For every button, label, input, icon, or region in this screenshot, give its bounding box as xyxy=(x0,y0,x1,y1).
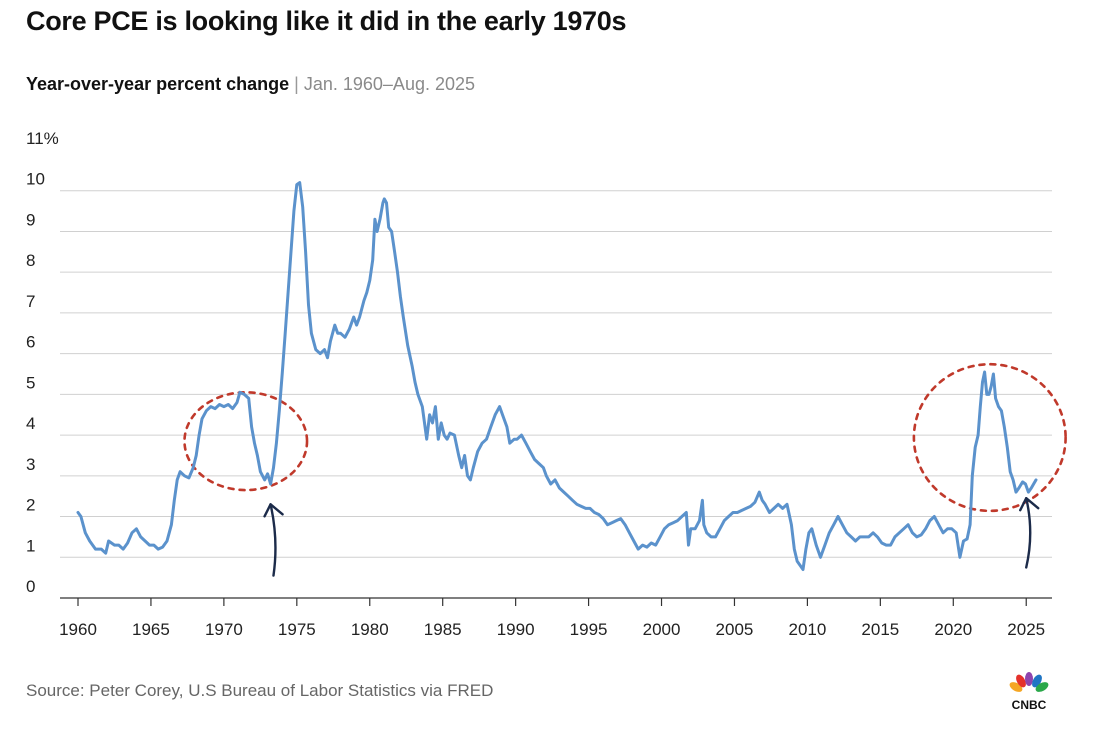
x-tick-label: 2020 xyxy=(934,620,972,639)
gridlines xyxy=(60,190,1052,599)
y-axis: 0 1 2 3 4 5 6 7 8 9 10 11% xyxy=(26,129,59,596)
x-tick-label: 2015 xyxy=(861,620,899,639)
y-tick-label: 0 xyxy=(26,577,35,596)
cnbc-logo: CNBC xyxy=(1009,672,1049,712)
x-tick-label: 1990 xyxy=(497,620,535,639)
y-tick-label: 8 xyxy=(26,251,35,270)
arrow-shaft xyxy=(269,503,277,577)
y-tick-label: 1 xyxy=(26,536,35,555)
subtitle-date-range: Jan. 1960–Aug. 2025 xyxy=(303,74,476,94)
arrow-shaft xyxy=(1025,497,1032,569)
arrow-head xyxy=(1019,497,1040,512)
subtitle-measure: Year-over-year percent change xyxy=(26,74,290,94)
y-tick-label: 3 xyxy=(26,455,35,474)
x-tick-label: 1980 xyxy=(351,620,389,639)
annotation-arrow xyxy=(263,503,284,577)
x-tick-label: 2010 xyxy=(788,620,826,639)
chart-subtitle: Year-over-year percent change | Jan. 196… xyxy=(26,74,475,95)
series-line-core-pce xyxy=(76,181,1038,571)
annotations xyxy=(183,362,1067,577)
y-tick-label: 9 xyxy=(26,210,35,229)
arrow-head xyxy=(263,503,284,518)
x-tick-label: 1970 xyxy=(205,620,243,639)
x-tick-label: 1965 xyxy=(132,620,170,639)
x-tick-label: 1960 xyxy=(59,620,97,639)
x-tick-label: 1985 xyxy=(424,620,462,639)
source-note: Source: Peter Corey, U.S Bureau of Labor… xyxy=(26,681,494,700)
y-tick-label: 4 xyxy=(26,414,35,433)
x-tick-label: 2005 xyxy=(716,620,754,639)
annotation-arrow xyxy=(1019,497,1040,569)
x-axis: 1960 1965 1970 1975 1980 1985 1990 1995 2000 2005… xyxy=(59,598,1045,639)
x-tick-label: 2000 xyxy=(643,620,681,639)
x-tick-label: 2025 xyxy=(1007,620,1045,639)
logo-text: CNBC xyxy=(1012,698,1047,712)
x-tick-label: 1995 xyxy=(570,620,608,639)
highlight-circle xyxy=(912,362,1067,513)
y-tick-label: 11% xyxy=(26,129,59,148)
chart-title: Core PCE is looking like it did in the e… xyxy=(26,6,627,36)
x-tick-label: 1975 xyxy=(278,620,316,639)
y-tick-label: 10 xyxy=(26,170,45,189)
y-tick-label: 7 xyxy=(26,292,35,311)
y-tick-label: 5 xyxy=(26,373,35,392)
series-group xyxy=(76,181,1038,571)
peacock-icon xyxy=(1009,672,1049,693)
subtitle-separator: | xyxy=(294,74,299,94)
y-tick-label: 2 xyxy=(26,496,35,515)
highlight-circle xyxy=(183,391,309,492)
y-tick-label: 6 xyxy=(26,333,35,352)
